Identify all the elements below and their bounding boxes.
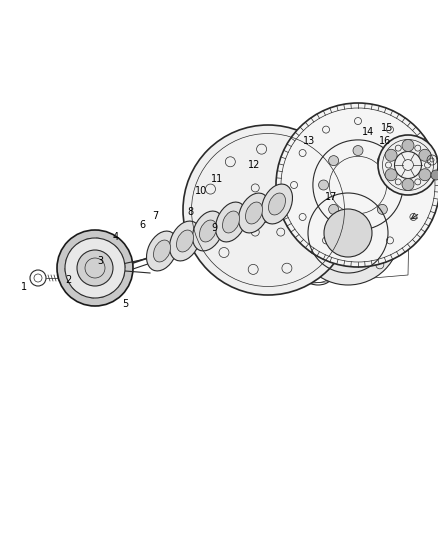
Text: 3: 3 <box>98 256 104 266</box>
Text: 14: 14 <box>362 127 374 137</box>
Ellipse shape <box>170 221 201 261</box>
Text: 16: 16 <box>379 136 392 146</box>
Circle shape <box>353 214 363 224</box>
Circle shape <box>183 125 353 295</box>
Text: 4: 4 <box>113 232 119 242</box>
Circle shape <box>378 135 438 195</box>
Circle shape <box>324 209 372 257</box>
Text: 7: 7 <box>152 211 159 221</box>
Circle shape <box>388 180 397 190</box>
Ellipse shape <box>147 231 177 271</box>
Circle shape <box>296 181 400 285</box>
Ellipse shape <box>215 202 247 242</box>
Circle shape <box>385 149 397 161</box>
Circle shape <box>419 149 431 161</box>
Circle shape <box>414 179 426 191</box>
Text: 2: 2 <box>65 275 71 285</box>
Text: 11: 11 <box>211 174 223 183</box>
Circle shape <box>402 179 414 190</box>
Text: 9: 9 <box>212 223 218 233</box>
Circle shape <box>77 250 113 286</box>
Text: 8: 8 <box>187 207 194 217</box>
Text: 6: 6 <box>139 220 145 230</box>
Circle shape <box>378 156 387 166</box>
Ellipse shape <box>245 202 262 224</box>
Circle shape <box>276 103 438 267</box>
Text: 10: 10 <box>195 186 208 196</box>
Text: 15: 15 <box>381 123 394 133</box>
Text: 1: 1 <box>21 282 27 292</box>
Circle shape <box>385 169 397 181</box>
Circle shape <box>431 170 438 180</box>
Ellipse shape <box>261 184 293 224</box>
Circle shape <box>328 156 339 166</box>
Ellipse shape <box>223 211 240 233</box>
Ellipse shape <box>177 230 194 252</box>
Text: 12: 12 <box>248 160 260 170</box>
Ellipse shape <box>239 193 269 233</box>
Circle shape <box>57 230 133 306</box>
Circle shape <box>419 169 431 181</box>
Text: 5: 5 <box>122 299 128 309</box>
Text: 13: 13 <box>303 136 315 146</box>
Ellipse shape <box>268 193 286 215</box>
Ellipse shape <box>193 211 223 251</box>
Ellipse shape <box>199 220 216 242</box>
Circle shape <box>318 180 328 190</box>
Ellipse shape <box>153 240 170 262</box>
Circle shape <box>402 140 414 151</box>
Text: 17: 17 <box>325 192 337 202</box>
Circle shape <box>432 163 438 173</box>
Circle shape <box>378 204 387 214</box>
Circle shape <box>328 204 339 214</box>
Circle shape <box>65 238 125 298</box>
Circle shape <box>353 146 363 156</box>
